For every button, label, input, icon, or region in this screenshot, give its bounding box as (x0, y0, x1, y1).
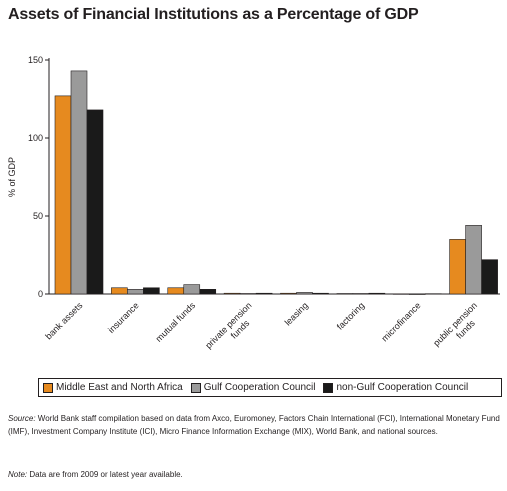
x-tick-label-line: bank assets (43, 300, 84, 341)
x-tick-label-line: microfinance (380, 300, 423, 343)
legend-swatch (190, 382, 201, 393)
x-tick-label-line: mutual funds (154, 300, 198, 344)
legend-item: non-Gulf Cooperation Council (323, 382, 468, 393)
bar (167, 287, 185, 295)
bar-chart: 0 50 100 150 % of GDP bank assets insurance mut… (7, 55, 500, 358)
bar (70, 70, 88, 295)
x-tick-label-line: leasing (283, 300, 310, 327)
source-label: Source: (8, 414, 36, 423)
note-text: Data are from 2009 or latest year availa… (27, 470, 183, 479)
x-tick-label: microfinance (380, 300, 423, 343)
bar (392, 293, 410, 295)
bar (280, 292, 297, 295)
x-tick-label: private pensionfunds (203, 300, 261, 358)
legend: Middle East and North Africa Gulf Coopera… (38, 378, 502, 397)
bar (481, 259, 498, 295)
data-note: Note: Data are from 2009 or latest year … (8, 470, 183, 479)
bar (408, 293, 426, 295)
bar (127, 289, 144, 295)
x-tick-label: factoring (335, 300, 366, 331)
legend-item: Middle East and North Africa (43, 382, 183, 393)
y-tick-label: 100 (28, 133, 43, 143)
legend-swatch (323, 382, 334, 393)
note-label: Note: (8, 470, 28, 479)
x-tick-label: insurance (106, 300, 141, 335)
bar (111, 287, 128, 295)
bar (336, 293, 354, 295)
bar (312, 292, 329, 295)
bar (296, 292, 313, 295)
legend-label: Middle East and North Africa (56, 382, 183, 393)
bar (183, 284, 201, 295)
bar (199, 289, 217, 295)
bar (465, 225, 482, 295)
bar (352, 293, 370, 295)
bar (223, 292, 241, 295)
chart-title: Assets of Financial Institutions as a Pe… (8, 6, 419, 23)
x-tick-label-line: insurance (106, 300, 141, 335)
bar (54, 95, 72, 295)
x-tick-label: leasing (283, 300, 310, 327)
y-tick-label: 150 (28, 55, 43, 65)
legend-swatch (43, 382, 53, 393)
bar (368, 292, 386, 295)
bar (449, 239, 466, 295)
bar (424, 293, 442, 295)
x-tick-label-line: factoring (335, 300, 366, 331)
legend-label: non-Gulf Cooperation Council (336, 382, 469, 393)
x-tick-label: public pensionfunds (431, 300, 487, 356)
y-tick-label: 0 (38, 289, 43, 299)
x-tick-label: bank assets (43, 300, 84, 341)
x-tick-label: mutual funds (154, 300, 198, 344)
bar (239, 293, 257, 295)
source-text: World Bank staff compilation based on da… (8, 414, 500, 436)
bar (255, 292, 273, 295)
y-axis-label: % of GDP (7, 157, 17, 197)
bar (86, 109, 104, 295)
legend-item: Gulf Cooperation Council (190, 382, 316, 393)
y-tick-label: 50 (33, 211, 43, 221)
source-note: Source: World Bank staff compilation bas… (8, 412, 504, 438)
bar (143, 287, 160, 295)
legend-label: Gulf Cooperation Council (203, 382, 316, 393)
